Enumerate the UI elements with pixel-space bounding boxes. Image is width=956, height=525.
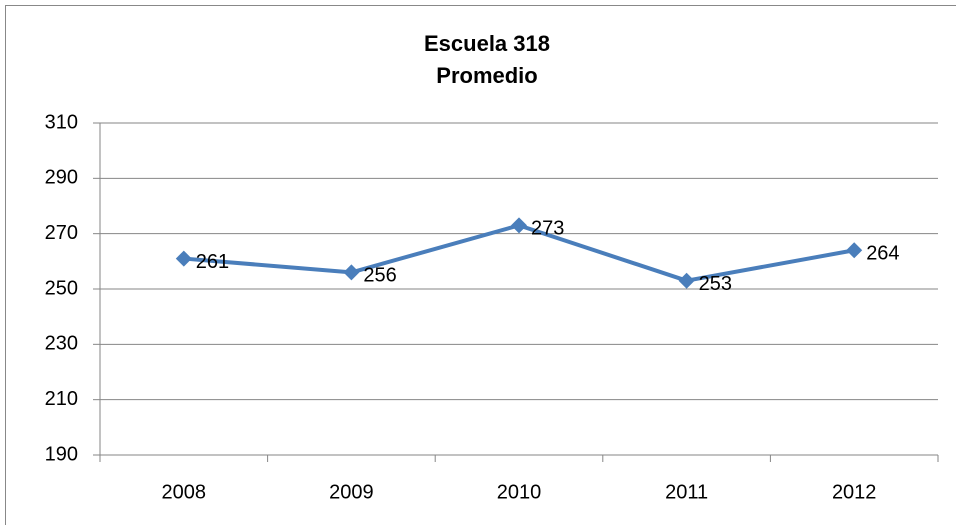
y-tick-label: 190 — [45, 443, 78, 465]
chart-frame — [5, 5, 956, 525]
data-label: 256 — [363, 265, 396, 287]
chart-subtitle: Promedio — [436, 63, 537, 88]
chart-title: Escuela 318 — [424, 31, 550, 56]
y-tick-label: 250 — [45, 277, 78, 299]
data-label: 273 — [531, 218, 564, 240]
y-tick-label: 310 — [45, 111, 78, 133]
x-tick-label: 2008 — [162, 481, 207, 503]
data-marker — [175, 250, 192, 267]
data-marker — [511, 217, 527, 234]
data-marker — [678, 272, 695, 289]
data-marker — [343, 264, 360, 281]
y-tick-label: 290 — [45, 167, 78, 189]
y-tick-label: 270 — [45, 222, 78, 244]
y-tick-label: 210 — [45, 388, 78, 410]
data-marker — [846, 242, 863, 259]
data-label: 253 — [699, 273, 732, 295]
data-label: 264 — [866, 243, 899, 265]
y-tick-label: 230 — [45, 333, 78, 355]
x-tick-label: 2010 — [497, 481, 542, 503]
x-tick-label: 2012 — [832, 481, 877, 503]
x-tick-label: 2011 — [665, 481, 708, 503]
x-tick-label: 2009 — [329, 481, 374, 503]
data-label: 261 — [196, 251, 229, 273]
